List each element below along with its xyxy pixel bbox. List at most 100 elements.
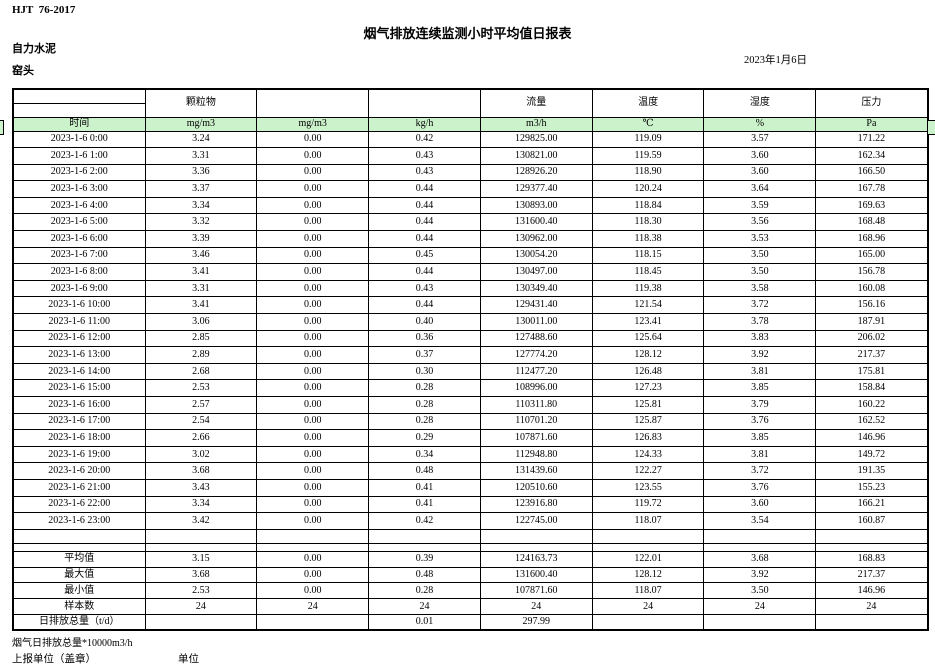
data-cell: 0.00: [256, 329, 370, 348]
data-cell: 125.81: [591, 396, 705, 414]
data-cell: 0.34: [368, 445, 481, 464]
time-cell: 2023-1-6 21:00: [12, 478, 146, 497]
data-cell: 3.53: [703, 230, 817, 248]
data-cell: 166.50: [815, 163, 929, 182]
cutoff-green-cell-left: [0, 120, 4, 135]
data-cell: 24: [368, 598, 481, 615]
data-cell: 2.57: [144, 396, 258, 414]
time-cell: 2023-1-6 9:00: [12, 279, 146, 298]
data-cell: 3.50: [703, 246, 817, 265]
time-cell: 2023-1-6 4:00: [12, 196, 146, 215]
empty-row: [12, 528, 929, 544]
data-cell: 24: [479, 598, 593, 615]
data-cell: 0.48: [368, 566, 481, 584]
time-cell: 2023-1-6 11:00: [12, 313, 146, 331]
time-cell: 2023-1-6 17:00: [12, 412, 146, 431]
data-cell: 130893.00: [479, 196, 593, 215]
data-cell: 0.28: [368, 396, 481, 414]
data-cell: 123.41: [591, 313, 705, 331]
data-cell: 2.66: [144, 429, 258, 447]
data-cell: 120510.60: [479, 478, 593, 497]
data-cell: 297.99: [479, 613, 593, 631]
data-cell: 0.48: [368, 462, 481, 480]
time-cell: 2023-1-6 18:00: [12, 429, 146, 447]
data-cell: 187.91: [815, 313, 929, 331]
table-row: 2023-1-6 23:00 3.42 0.00 0.42 122745.00 118.0…: [12, 512, 929, 530]
data-cell: 3.39: [144, 230, 258, 248]
unit-label: 单位: [178, 654, 199, 665]
data-cell: 3.37: [144, 180, 258, 198]
data-cell: 118.45: [591, 263, 705, 281]
data-cell: 206.02: [815, 329, 929, 348]
data-cell: 2.89: [144, 346, 258, 364]
data-cell: 0.00: [256, 478, 370, 497]
data-cell: 3.46: [144, 246, 258, 265]
data-cell: 129377.40: [479, 180, 593, 198]
table-row: 平均值 3.15 0.00 0.39 124163.73 122.01 3.68 168.83: [12, 550, 929, 568]
data-cell: 3.85: [703, 429, 817, 447]
data-cell: 191.35: [815, 462, 929, 480]
data-cell: 118.90: [591, 163, 705, 182]
data-cell: 0.00: [256, 147, 370, 165]
data-cell: 149.72: [815, 445, 929, 464]
data-cell: 3.92: [703, 566, 817, 584]
time-cell: 2023-1-6 10:00: [12, 296, 146, 315]
data-cell: 110311.80: [479, 396, 593, 414]
table-row: 2023-1-6 19:00 3.02 0.00 0.34 112948.80 124.3…: [12, 445, 929, 464]
data-cell: 158.84: [815, 379, 929, 397]
data-cell: 2.54: [144, 412, 258, 431]
data-cell: 0.00: [256, 163, 370, 182]
data-cell: 168.96: [815, 230, 929, 248]
data-cell: 0.41: [368, 495, 481, 514]
data-cell: 160.87: [815, 512, 929, 530]
data-cell: 3.59: [703, 196, 817, 215]
unit-header-mgm3: mg/m3: [256, 116, 370, 132]
data-cell: 3.42: [144, 512, 258, 530]
data-cell: 3.36: [144, 163, 258, 182]
table-row: 2023-1-6 21:00 3.43 0.00 0.41 120510.60 123.5…: [12, 478, 929, 497]
data-cell: 168.83: [815, 550, 929, 568]
data-cell: 162.52: [815, 412, 929, 431]
data-cell: 168.48: [815, 213, 929, 232]
table-row: 2023-1-6 11:00 3.06 0.00 0.40 130011.00 123.4…: [12, 313, 929, 331]
data-cell: 0.00: [256, 213, 370, 232]
summary-label-cell: 最大值: [12, 566, 146, 584]
table-row: 2023-1-6 2:00 3.36 0.00 0.43 128926.20 118.90…: [12, 163, 929, 182]
unit-header-celsius: ℃: [591, 116, 705, 132]
data-cell: 0.00: [256, 582, 370, 600]
data-cell: 124163.73: [479, 550, 593, 568]
data-cell: 130349.40: [479, 279, 593, 298]
data-cell: 0.00: [256, 230, 370, 248]
data-cell: 0.00: [256, 396, 370, 414]
data-cell: 0.36: [368, 329, 481, 348]
data-cell: 128.12: [591, 566, 705, 584]
data-cell: 160.22: [815, 396, 929, 414]
data-cell: 3.68: [144, 566, 258, 584]
data-cell: 123.55: [591, 478, 705, 497]
pollutant-header-row: 颗粒物 流量 温度 湿度 压力: [12, 88, 929, 118]
data-cell: 0.00: [256, 246, 370, 265]
data-cell: 118.84: [591, 196, 705, 215]
data-cell: 3.78: [703, 313, 817, 331]
table-row: 2023-1-6 12:00 2.85 0.00 0.36 127488.60 125.6…: [12, 329, 929, 348]
data-cell: 0.00: [256, 130, 370, 149]
table-row: 2023-1-6 22:00 3.34 0.00 0.41 123916.80 119.7…: [12, 495, 929, 514]
data-cell: 0.00: [256, 346, 370, 364]
data-cell: 3.56: [703, 213, 817, 232]
data-cell: 0.28: [368, 582, 481, 600]
data-cell: 3.58: [703, 279, 817, 298]
time-cell: 2023-1-6 6:00: [12, 230, 146, 248]
time-cell: 2023-1-6 8:00: [12, 263, 146, 281]
data-cell: 0.44: [368, 213, 481, 232]
time-cell: 2023-1-6 2:00: [12, 163, 146, 182]
unit-header-time: 时间: [12, 116, 146, 132]
table-row: 最小值 2.53 0.00 0.28 107871.60 118.07 3.50 146.96: [12, 582, 929, 600]
table-row: 2023-1-6 0:00 3.24 0.00 0.42 129825.00 119.09…: [12, 130, 929, 149]
data-cell: 3.50: [703, 582, 817, 600]
summary-label-cell: 日排放总量（t/d）: [12, 613, 146, 631]
reporting-unit-stamp-label: 上报单位（盖章）: [12, 654, 96, 665]
data-cell: 3.15: [144, 550, 258, 568]
time-cell: 2023-1-6 20:00: [12, 462, 146, 480]
unit-header-row: 时间 mg/m3 mg/m3 kg/h m3/h ℃ % Pa: [12, 116, 929, 132]
time-cell: 2023-1-6 7:00: [12, 246, 146, 265]
